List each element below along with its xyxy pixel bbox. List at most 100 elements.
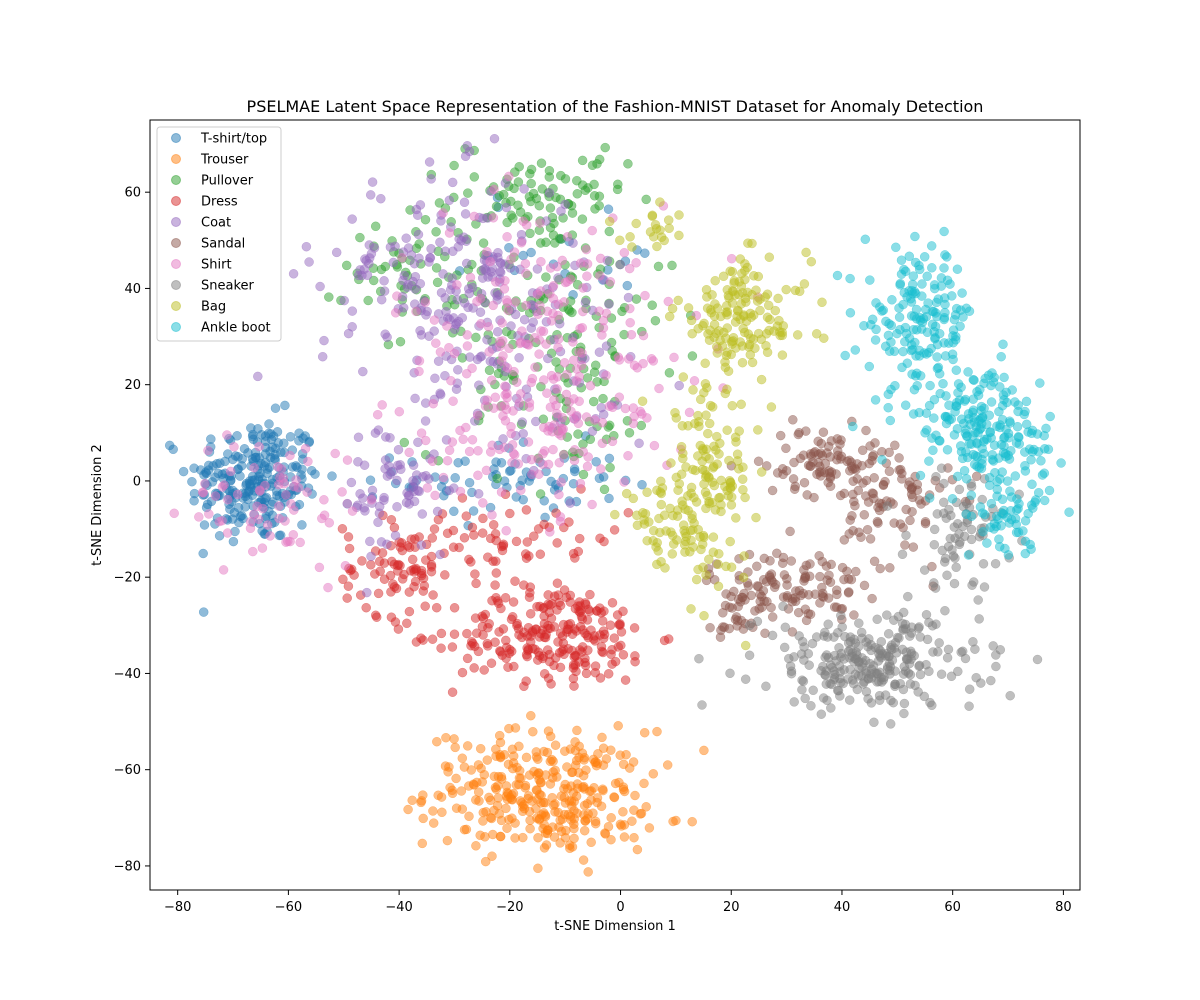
data-point	[361, 602, 371, 613]
data-point	[772, 321, 783, 331]
data-point	[908, 271, 919, 281]
data-point	[346, 477, 357, 488]
data-point	[811, 329, 822, 339]
data-point	[755, 305, 765, 316]
data-point	[865, 534, 876, 544]
data-point	[886, 695, 896, 706]
data-point	[727, 400, 738, 411]
data-point	[924, 456, 934, 466]
data-point	[427, 456, 438, 467]
data-point	[964, 684, 975, 694]
data-point	[521, 676, 531, 686]
data-point	[778, 469, 788, 480]
data-point	[460, 151, 471, 162]
data-point	[572, 175, 582, 186]
data-point	[627, 242, 637, 252]
chart-title: PSELMAE Latent Space Representation of t…	[247, 97, 984, 116]
data-point	[487, 510, 497, 520]
data-point	[442, 835, 453, 846]
data-point	[904, 251, 915, 262]
data-point	[506, 465, 516, 476]
data-point	[946, 510, 956, 521]
data-point	[198, 607, 209, 617]
data-point	[620, 675, 631, 685]
data-point	[891, 648, 902, 658]
data-point	[458, 434, 468, 445]
data-point	[734, 277, 744, 287]
data-point	[966, 490, 977, 500]
legend-label: Dress	[201, 195, 238, 210]
data-point	[478, 613, 489, 623]
data-point	[684, 407, 695, 418]
data-point	[519, 800, 529, 810]
data-point	[554, 334, 564, 344]
data-point	[594, 154, 605, 165]
data-point	[968, 577, 979, 587]
data-point	[370, 221, 381, 232]
data-point	[789, 484, 800, 494]
data-point	[533, 863, 543, 874]
data-point	[438, 269, 448, 279]
data-point	[864, 634, 874, 644]
data-point	[420, 416, 431, 426]
data-point	[781, 284, 791, 295]
data-point	[961, 509, 971, 519]
data-point	[499, 284, 510, 294]
data-point	[574, 657, 584, 667]
data-point	[514, 398, 525, 408]
data-point	[416, 428, 427, 438]
data-point	[854, 618, 864, 628]
data-point	[461, 422, 471, 433]
data-point	[388, 579, 398, 589]
data-point	[490, 580, 500, 590]
data-point	[786, 668, 797, 679]
data-point	[471, 332, 481, 343]
data-point	[545, 263, 556, 273]
data-point	[430, 373, 440, 384]
data-point	[363, 295, 373, 306]
legend-item: Sandal	[171, 237, 245, 252]
data-point	[431, 263, 442, 273]
data-point	[976, 401, 987, 412]
data-point	[929, 578, 939, 588]
data-point	[411, 306, 421, 317]
data-point	[319, 495, 329, 505]
data-point	[1010, 471, 1021, 481]
data-point	[882, 610, 892, 620]
data-point	[956, 414, 967, 424]
data-point	[952, 471, 963, 482]
data-point	[788, 415, 798, 425]
data-point	[499, 442, 510, 453]
data-point	[419, 580, 430, 591]
data-point	[569, 823, 579, 834]
data-point	[857, 445, 868, 456]
data-point	[559, 783, 569, 794]
data-point	[245, 523, 256, 534]
data-point	[469, 663, 479, 673]
series-sandal	[701, 415, 982, 642]
data-point	[413, 485, 423, 496]
data-point	[727, 286, 738, 296]
data-point	[659, 510, 670, 520]
legend-marker	[171, 322, 181, 332]
data-point	[708, 547, 719, 557]
data-point	[968, 449, 978, 460]
data-point	[637, 409, 647, 419]
data-point	[843, 646, 854, 656]
data-point	[844, 587, 854, 597]
data-point	[540, 828, 551, 838]
data-point	[737, 592, 747, 603]
data-point	[521, 300, 531, 311]
data-point	[653, 261, 664, 272]
data-point	[610, 778, 621, 789]
data-point	[574, 396, 584, 407]
data-point	[285, 432, 296, 442]
data-point	[546, 316, 557, 326]
data-point	[890, 681, 900, 692]
data-point	[596, 464, 606, 474]
data-point	[845, 632, 856, 642]
data-point	[461, 511, 472, 521]
data-point	[697, 700, 707, 710]
data-point	[393, 444, 404, 455]
data-point	[628, 418, 639, 429]
